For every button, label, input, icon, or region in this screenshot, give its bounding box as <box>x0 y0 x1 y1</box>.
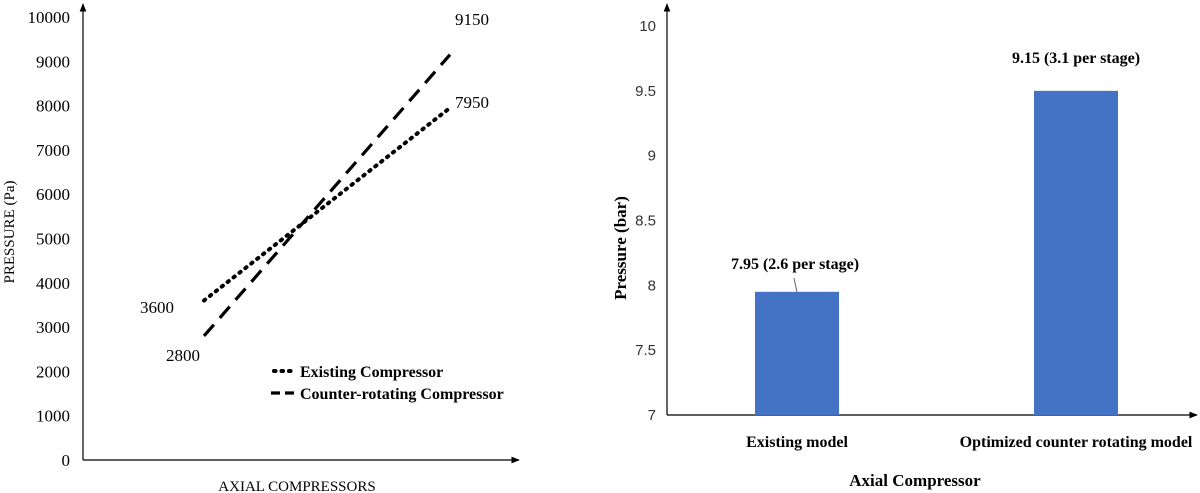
right-y-tick-label: 7 <box>648 407 656 424</box>
bar-data-label: 7.95 (2.6 per stage) <box>731 256 859 273</box>
left-y-tick-label: 10000 <box>28 8 71 27</box>
right-y-tick-label: 9 <box>648 148 656 165</box>
left-y-tick-label: 6000 <box>36 185 70 204</box>
data-label: 3600 <box>140 298 174 317</box>
left-x-axis-label: AXIAL COMPRESSORS <box>218 479 375 493</box>
left-y-axis-label: PRESSURE (Pa) <box>2 181 18 284</box>
right-y-tick-label: 10 <box>639 18 656 35</box>
bar-optimized-model <box>1034 90 1118 415</box>
left-y-tick-label: 8000 <box>36 97 70 116</box>
left-y-tick-label: 7000 <box>36 141 70 160</box>
left-y-tick-label: 9000 <box>36 52 70 71</box>
right-y-axis-label: Pressure (bar) <box>611 196 630 300</box>
data-label: 7950 <box>455 93 489 112</box>
legend-label-existing: Existing Compressor <box>300 364 443 381</box>
x-category-label: Existing model <box>746 434 848 451</box>
legend-label-counter-rotating: Counter-rotating Compressor <box>300 386 504 403</box>
left-legend: Existing Compressor Counter-rotating Comp… <box>271 364 504 403</box>
data-label: 2800 <box>166 346 200 365</box>
bar-chart: 7 7.5 8 8.5 9 9.5 10 Existing model Optimized c… <box>611 3 1198 490</box>
right-y-tick-label: 9.5 <box>635 83 656 100</box>
data-label: 9150 <box>455 10 489 29</box>
left-y-tick-label: 5000 <box>36 230 70 249</box>
left-y-tick-label: 3000 <box>36 318 70 337</box>
left-y-tick-label: 4000 <box>36 274 70 293</box>
right-y-tick-label: 8 <box>648 277 656 294</box>
line-chart: 0 1000 2000 3000 4000 5000 6000 7000 8000 9000 100… <box>2 3 520 493</box>
left-y-tick-label: 2000 <box>36 362 70 381</box>
bar-data-label: 9.15 (3.1 per stage) <box>1012 50 1140 67</box>
series-line-existing <box>202 105 452 303</box>
series-line-counter-rotating <box>202 53 452 338</box>
x-category-label: Optimized counter rotating model <box>960 434 1193 451</box>
right-y-tick-label: 8.5 <box>635 213 656 230</box>
left-y-tick-label: 0 <box>62 451 71 470</box>
bar-existing-model <box>755 291 839 415</box>
left-y-tick-label: 1000 <box>36 407 70 426</box>
right-y-tick-label: 7.5 <box>635 342 656 359</box>
data-label-leader <box>793 277 798 293</box>
right-x-axis-label: Axial Compressor <box>849 471 981 490</box>
